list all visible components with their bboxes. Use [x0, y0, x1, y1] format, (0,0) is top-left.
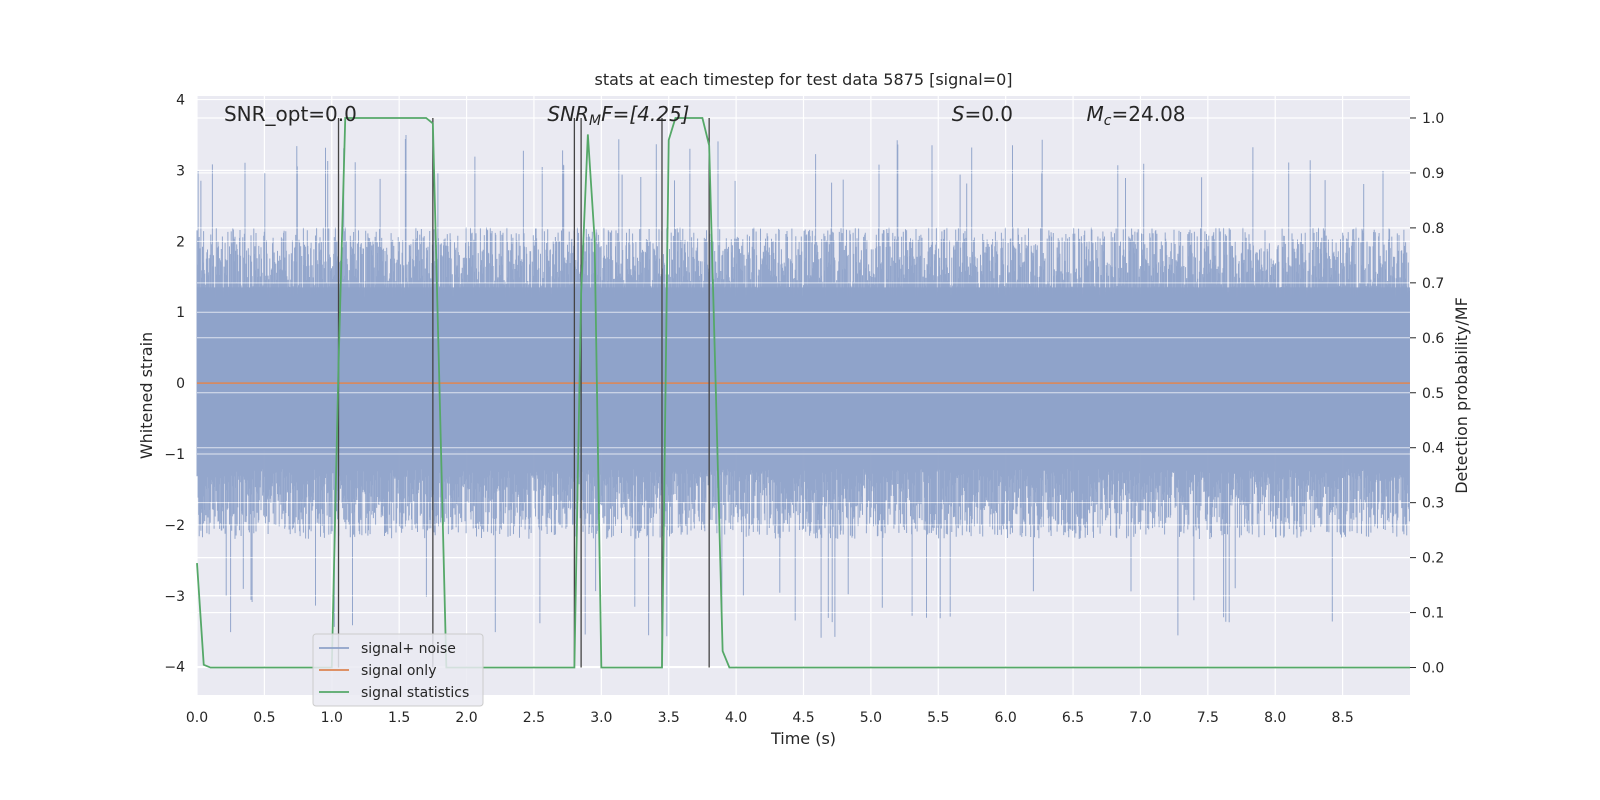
x-tick-label: 0.5 — [253, 710, 275, 726]
annotation: SNR_opt=0.0 — [224, 102, 357, 126]
x-tick-label: 0.0 — [186, 710, 208, 726]
x-tick-label: 3.5 — [658, 710, 680, 726]
y-left-tick-label: −1 — [164, 447, 185, 463]
y-right-tick-label: 0.5 — [1422, 386, 1444, 402]
y-left-tick-labels: 4 3 2 1 0 −1 −2 −3 −4 — [164, 93, 185, 676]
series-signal-statistics — [196, 117, 1410, 669]
y-right-tick-label: 0.3 — [1422, 496, 1444, 512]
annotation: S=0.0 — [952, 102, 1013, 126]
signal-statistics-line — [196, 117, 1410, 669]
x-tick-label: 7.5 — [1197, 710, 1219, 726]
x-tick-label: 4.5 — [792, 710, 814, 726]
y-left-tick-label: −3 — [164, 589, 185, 605]
x-tick-label: 8.0 — [1264, 710, 1286, 726]
x-tick-label: 2.0 — [455, 710, 477, 726]
y-right-tick-label: 0.6 — [1422, 331, 1444, 347]
x-tick-label: 6.5 — [1062, 710, 1084, 726]
legend-label: signal+ noise — [361, 641, 456, 657]
legend-box — [312, 633, 484, 707]
y-left-tick-label: 2 — [176, 234, 185, 250]
y-left-tick-label: −4 — [164, 660, 185, 676]
x-tick-label: 5.0 — [860, 710, 882, 726]
series-signal-noise — [196, 99, 1410, 669]
y-right-tick-label: 0.1 — [1422, 606, 1444, 622]
y-right-tick-label: 0.9 — [1422, 166, 1444, 182]
y-right-tick-label: 0.4 — [1422, 441, 1444, 457]
x-tick-label: 5.5 — [927, 710, 949, 726]
chart-title: stats at each timestep for test data 587… — [594, 70, 1012, 89]
y-left-axis-label: Whitened strain — [137, 332, 156, 459]
y-left-tick-label: 3 — [176, 163, 185, 179]
annotation: SNRMF=[4.25] — [547, 102, 689, 129]
annotation: Mc=24.08 — [1087, 102, 1186, 129]
y-right-tick-label: 0.8 — [1422, 221, 1444, 237]
x-tick-label: 1.0 — [321, 710, 343, 726]
vertical-markers — [337, 117, 710, 668]
legend-label: signal only — [361, 663, 436, 679]
x-tick-label: 4.0 — [725, 710, 747, 726]
y-right-tick-label: 0.2 — [1422, 551, 1444, 567]
y-right-tick-label: 1.0 — [1422, 111, 1444, 127]
x-tick-label: 7.0 — [1129, 710, 1151, 726]
y-left-tick-label: 4 — [176, 93, 185, 109]
x-axis-label: Time (s) — [770, 729, 836, 748]
y-left-tick-label: 0 — [176, 376, 185, 392]
x-tick-label: 2.5 — [523, 710, 545, 726]
y-right-tick-label: 0.7 — [1422, 276, 1444, 292]
y-right-axis-label: Detection probability/MF — [1452, 297, 1471, 494]
legend-label: signal statistics — [361, 685, 469, 701]
x-tick-label: 3.0 — [590, 710, 612, 726]
x-tick-labels: 0.0 0.5 1.0 1.5 2.0 2.5 3.0 3.5 4.0 4.5 5.0 5.5 6.0 6… — [186, 710, 1354, 726]
legend: signal+ noise signal only signal statistic… — [312, 633, 484, 707]
y-left-tick-label: 1 — [176, 305, 185, 321]
x-tick-label: 1.5 — [388, 710, 410, 726]
x-tick-label: 6.0 — [995, 710, 1017, 726]
y-right-tick-labels: 1.0 0.9 0.8 0.7 0.6 0.5 0.4 0.3 0.2 0.1 0.0 — [1410, 111, 1444, 677]
y-left-tick-label: −2 — [164, 518, 185, 534]
noise-core — [197, 287, 1410, 451]
y-right-tick-label: 0.0 — [1422, 661, 1444, 677]
annotations: SNR_opt=0.0 SNRMF=[4.25] S=0.0 Mc=24.08 — [224, 102, 1186, 129]
x-tick-label: 8.5 — [1331, 710, 1353, 726]
